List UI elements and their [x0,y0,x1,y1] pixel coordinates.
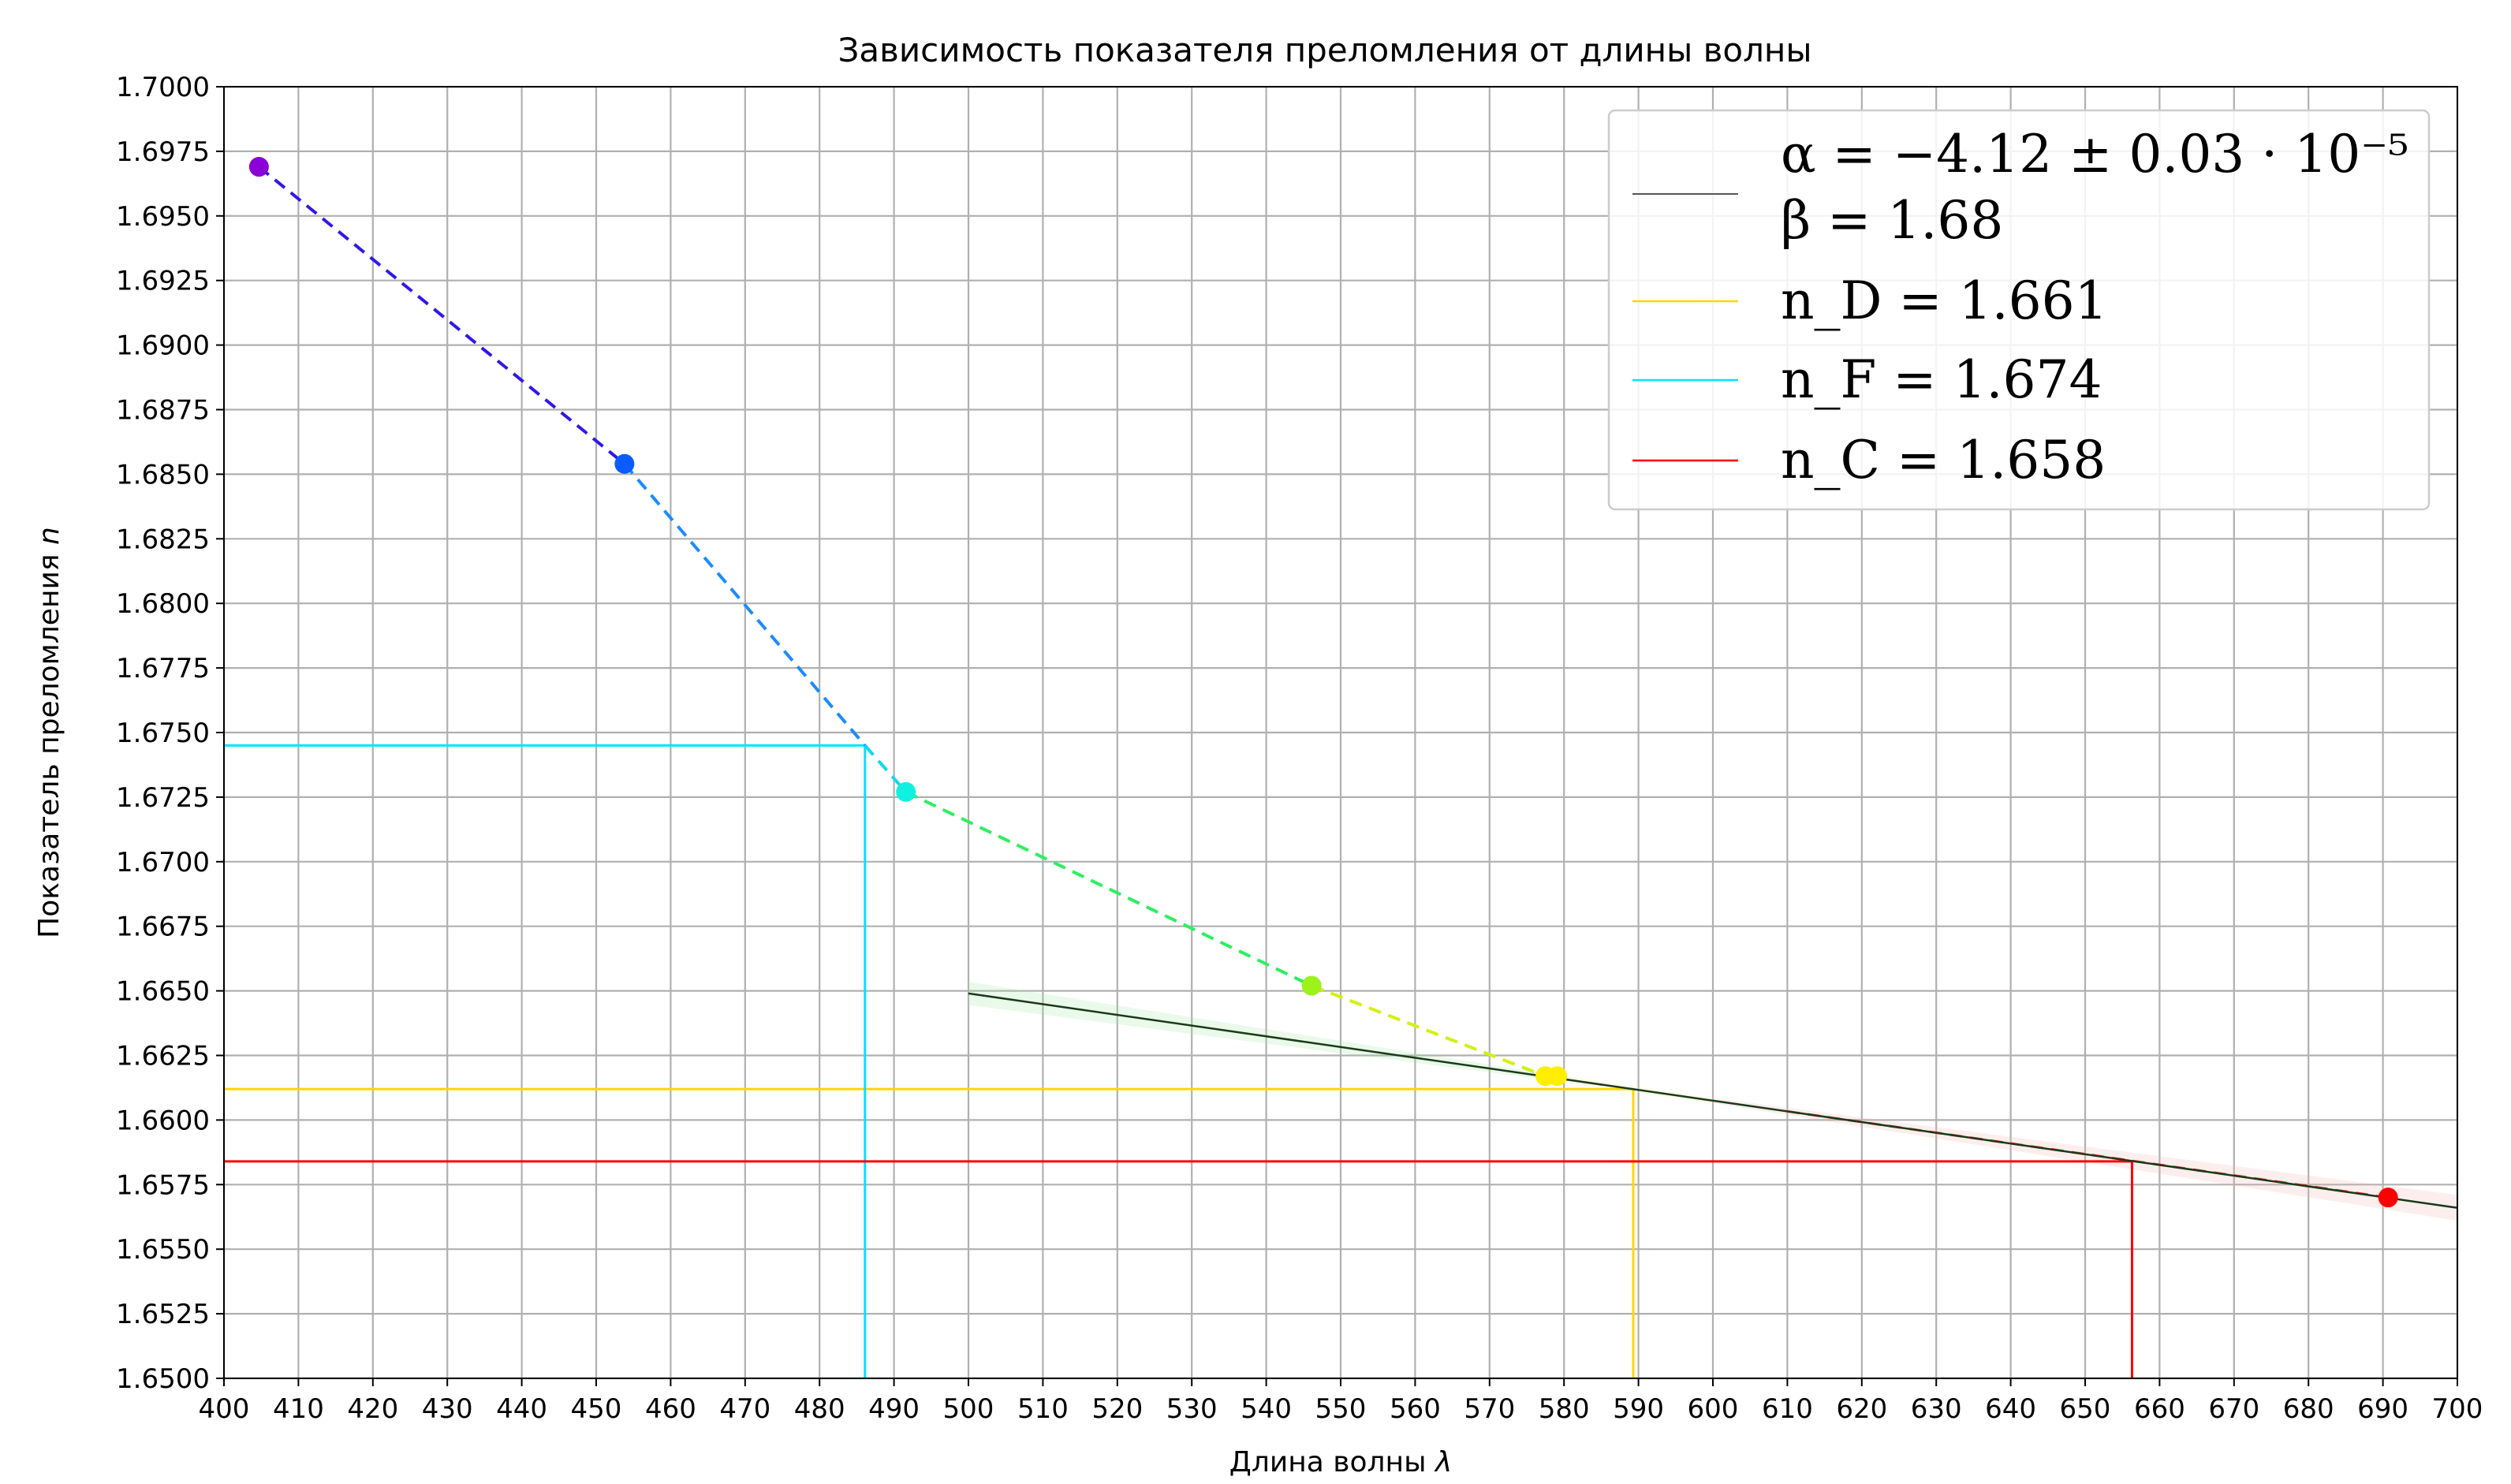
legend-label: n_F = 1.674 [1781,349,2102,410]
x-tick-label: 460 [645,1393,696,1425]
chart-title: Зависимость показателя преломления от дл… [838,31,1811,69]
x-tick-label: 470 [719,1393,770,1425]
legend-label-line2: β = 1.68 [1781,190,2003,251]
red-band [1713,1098,2457,1221]
y-tick-label: 1.6950 [116,201,210,233]
y-tick-label: 1.6550 [116,1234,210,1266]
curve-segment [258,166,626,465]
data-point [248,157,269,177]
y-axis-title: Показатель преломления n [33,527,65,938]
dashed-curve [258,166,2389,1199]
x-tick-label: 510 [1017,1393,1069,1425]
data-point [896,781,916,802]
reference-lines [224,744,2133,1378]
x-tick-label: 520 [1091,1393,1143,1425]
x-axis-ticks: 400 410 420 430 440 450 460 470 480 490 500 510 520 5… [199,1378,2483,1425]
y-tick-label: 1.6725 [116,782,210,814]
y-tick-label: 1.6825 [116,524,210,555]
x-tick-label: 400 [199,1393,250,1425]
x-tick-label: 500 [943,1393,994,1425]
y-tick-label: 1.6525 [116,1299,210,1330]
x-tick-label: 680 [2283,1393,2334,1425]
x-tick-label: 550 [1315,1393,1367,1425]
fit-line [968,992,2458,1210]
legend-label: α = −4.12 ± 0.03 · 10⁻⁵ [1781,124,2409,185]
y-tick-label: 1.6600 [116,1105,210,1136]
y-tick-label: 1.6625 [116,1041,210,1072]
y-tick-label: 1.6575 [116,1169,210,1201]
x-tick-label: 570 [1464,1393,1515,1425]
x-tick-label: 610 [1762,1393,1813,1425]
x-tick-label: 630 [1911,1393,1962,1425]
y-tick-label: 1.6875 [116,395,210,427]
y-tick-label: 1.6750 [116,718,210,749]
x-tick-label: 420 [347,1393,398,1425]
x-tick-label: 560 [1390,1393,1441,1425]
x-tick-label: 410 [273,1393,324,1425]
x-tick-label: 620 [1836,1393,1887,1425]
x-tick-label: 580 [1539,1393,1590,1425]
x-tick-label: 530 [1166,1393,1218,1425]
curve-segment [623,462,867,747]
y-axis-symbol: n [33,527,65,545]
x-tick-label: 650 [2060,1393,2111,1425]
y-tick-label: 1.6975 [116,136,210,168]
x-tick-label: 440 [496,1393,547,1425]
x-tick-label: 490 [868,1393,920,1425]
curve-segment [1311,984,1547,1078]
data-point [2378,1188,2398,1208]
legend-label: n_C = 1.658 [1781,430,2106,490]
legend-label: n_D = 1.661 [1781,270,2108,331]
x-tick-label: 700 [2432,1393,2483,1425]
data-point [1301,975,1322,996]
y-tick-label: 1.6700 [116,847,210,878]
y-tick-label: 1.6900 [116,330,210,362]
x-tick-label: 600 [1688,1393,1739,1425]
x-tick-label: 480 [794,1393,845,1425]
legend-box [1607,109,2431,511]
y-tick-label: 1.6775 [116,653,210,684]
data-point [1547,1066,1568,1087]
y-tick-label: 1.6675 [116,912,210,943]
y-tick-label: 1.6500 [116,1363,210,1395]
curve-segment [905,790,1313,987]
legend: α = −4.12 ± 0.03 · 10⁻⁵β = 1.68 n_D = 1.6… [1607,109,2431,511]
y-tick-label: 1.6850 [116,459,210,490]
data-points [248,157,2398,1208]
y-tick-label: 1.6800 [116,588,210,620]
x-tick-label: 660 [2134,1393,2185,1425]
x-tick-label: 590 [1613,1393,1664,1425]
x-axis-title: Длина волны λ [1229,1446,1453,1478]
x-axis-symbol: λ [1434,1446,1452,1478]
x-tick-label: 430 [422,1393,473,1425]
x-tick-label: 670 [2208,1393,2259,1425]
x-tick-label: 540 [1241,1393,1292,1425]
y-tick-label: 1.6925 [116,266,210,297]
data-point [614,453,635,474]
fit-line-path [968,992,2458,1210]
y-axis-ticks: 1.6500 1.6525 1.6550 1.6575 1.6600 1.6625 1.66… [116,72,224,1395]
x-tick-label: 450 [571,1393,622,1425]
curve-segment [864,744,908,793]
y-tick-label: 1.7000 [116,72,210,103]
x-tick-label: 690 [2357,1393,2408,1425]
y-tick-label: 1.6650 [116,976,210,1008]
x-tick-label: 640 [1985,1393,2036,1425]
